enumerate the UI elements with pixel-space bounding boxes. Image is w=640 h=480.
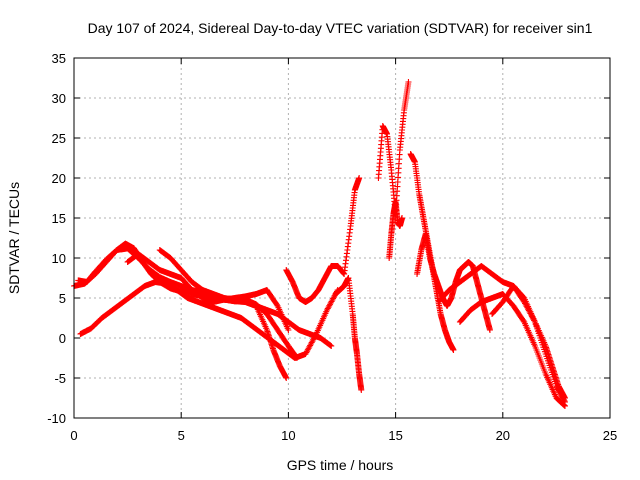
series-5 [283,175,363,305]
axis-ticks: 0 5 10 15 20 25 -10 -5 0 5 10 15 20 25 30 35 [47,51,617,443]
y-tick-label: 35 [52,51,66,66]
plot-frame [73,57,611,419]
data-point [358,387,365,393]
series-8 [386,199,406,261]
series-4 [156,247,335,349]
y-axis-label: SDTVAR / TECUs [6,182,22,294]
data-point [560,401,567,408]
y-tick-label: 30 [52,91,66,106]
chart-title: Day 107 of 2024, Sidereal Day-to-day VTE… [88,20,593,36]
data-point [450,347,457,353]
data-point [356,175,363,181]
x-tick-label: 15 [388,428,402,443]
series-12 [456,291,568,409]
data-point [327,342,334,349]
y-tick-label: -10 [47,411,66,426]
data-point [405,79,412,85]
x-tick-label: 5 [178,428,185,443]
data-points [71,79,568,409]
y-tick-label: 25 [52,131,66,146]
series-6 [332,275,365,393]
data-point [328,343,335,349]
data-point [285,327,292,333]
x-axis-label: GPS time / hours [287,457,394,473]
x-tick-label: 25 [603,428,617,443]
y-tick-label: -5 [54,371,66,386]
y-tick-label: 0 [59,331,66,346]
data-point [561,399,568,405]
data-point [486,327,493,333]
x-tick-label: 20 [496,428,510,443]
x-tick-label: 0 [70,428,77,443]
x-tick-label: 10 [281,428,295,443]
y-tick-label: 10 [52,251,66,266]
series-7 [375,79,412,217]
y-tick-label: 20 [52,171,66,186]
series-3 [124,251,292,333]
data-point [399,215,406,221]
data-point [283,375,290,381]
series-13 [489,283,568,405]
series-2 [77,279,341,361]
y-tick-label: 5 [59,291,66,306]
y-tick-label: 15 [52,211,66,226]
data-point [561,397,568,404]
